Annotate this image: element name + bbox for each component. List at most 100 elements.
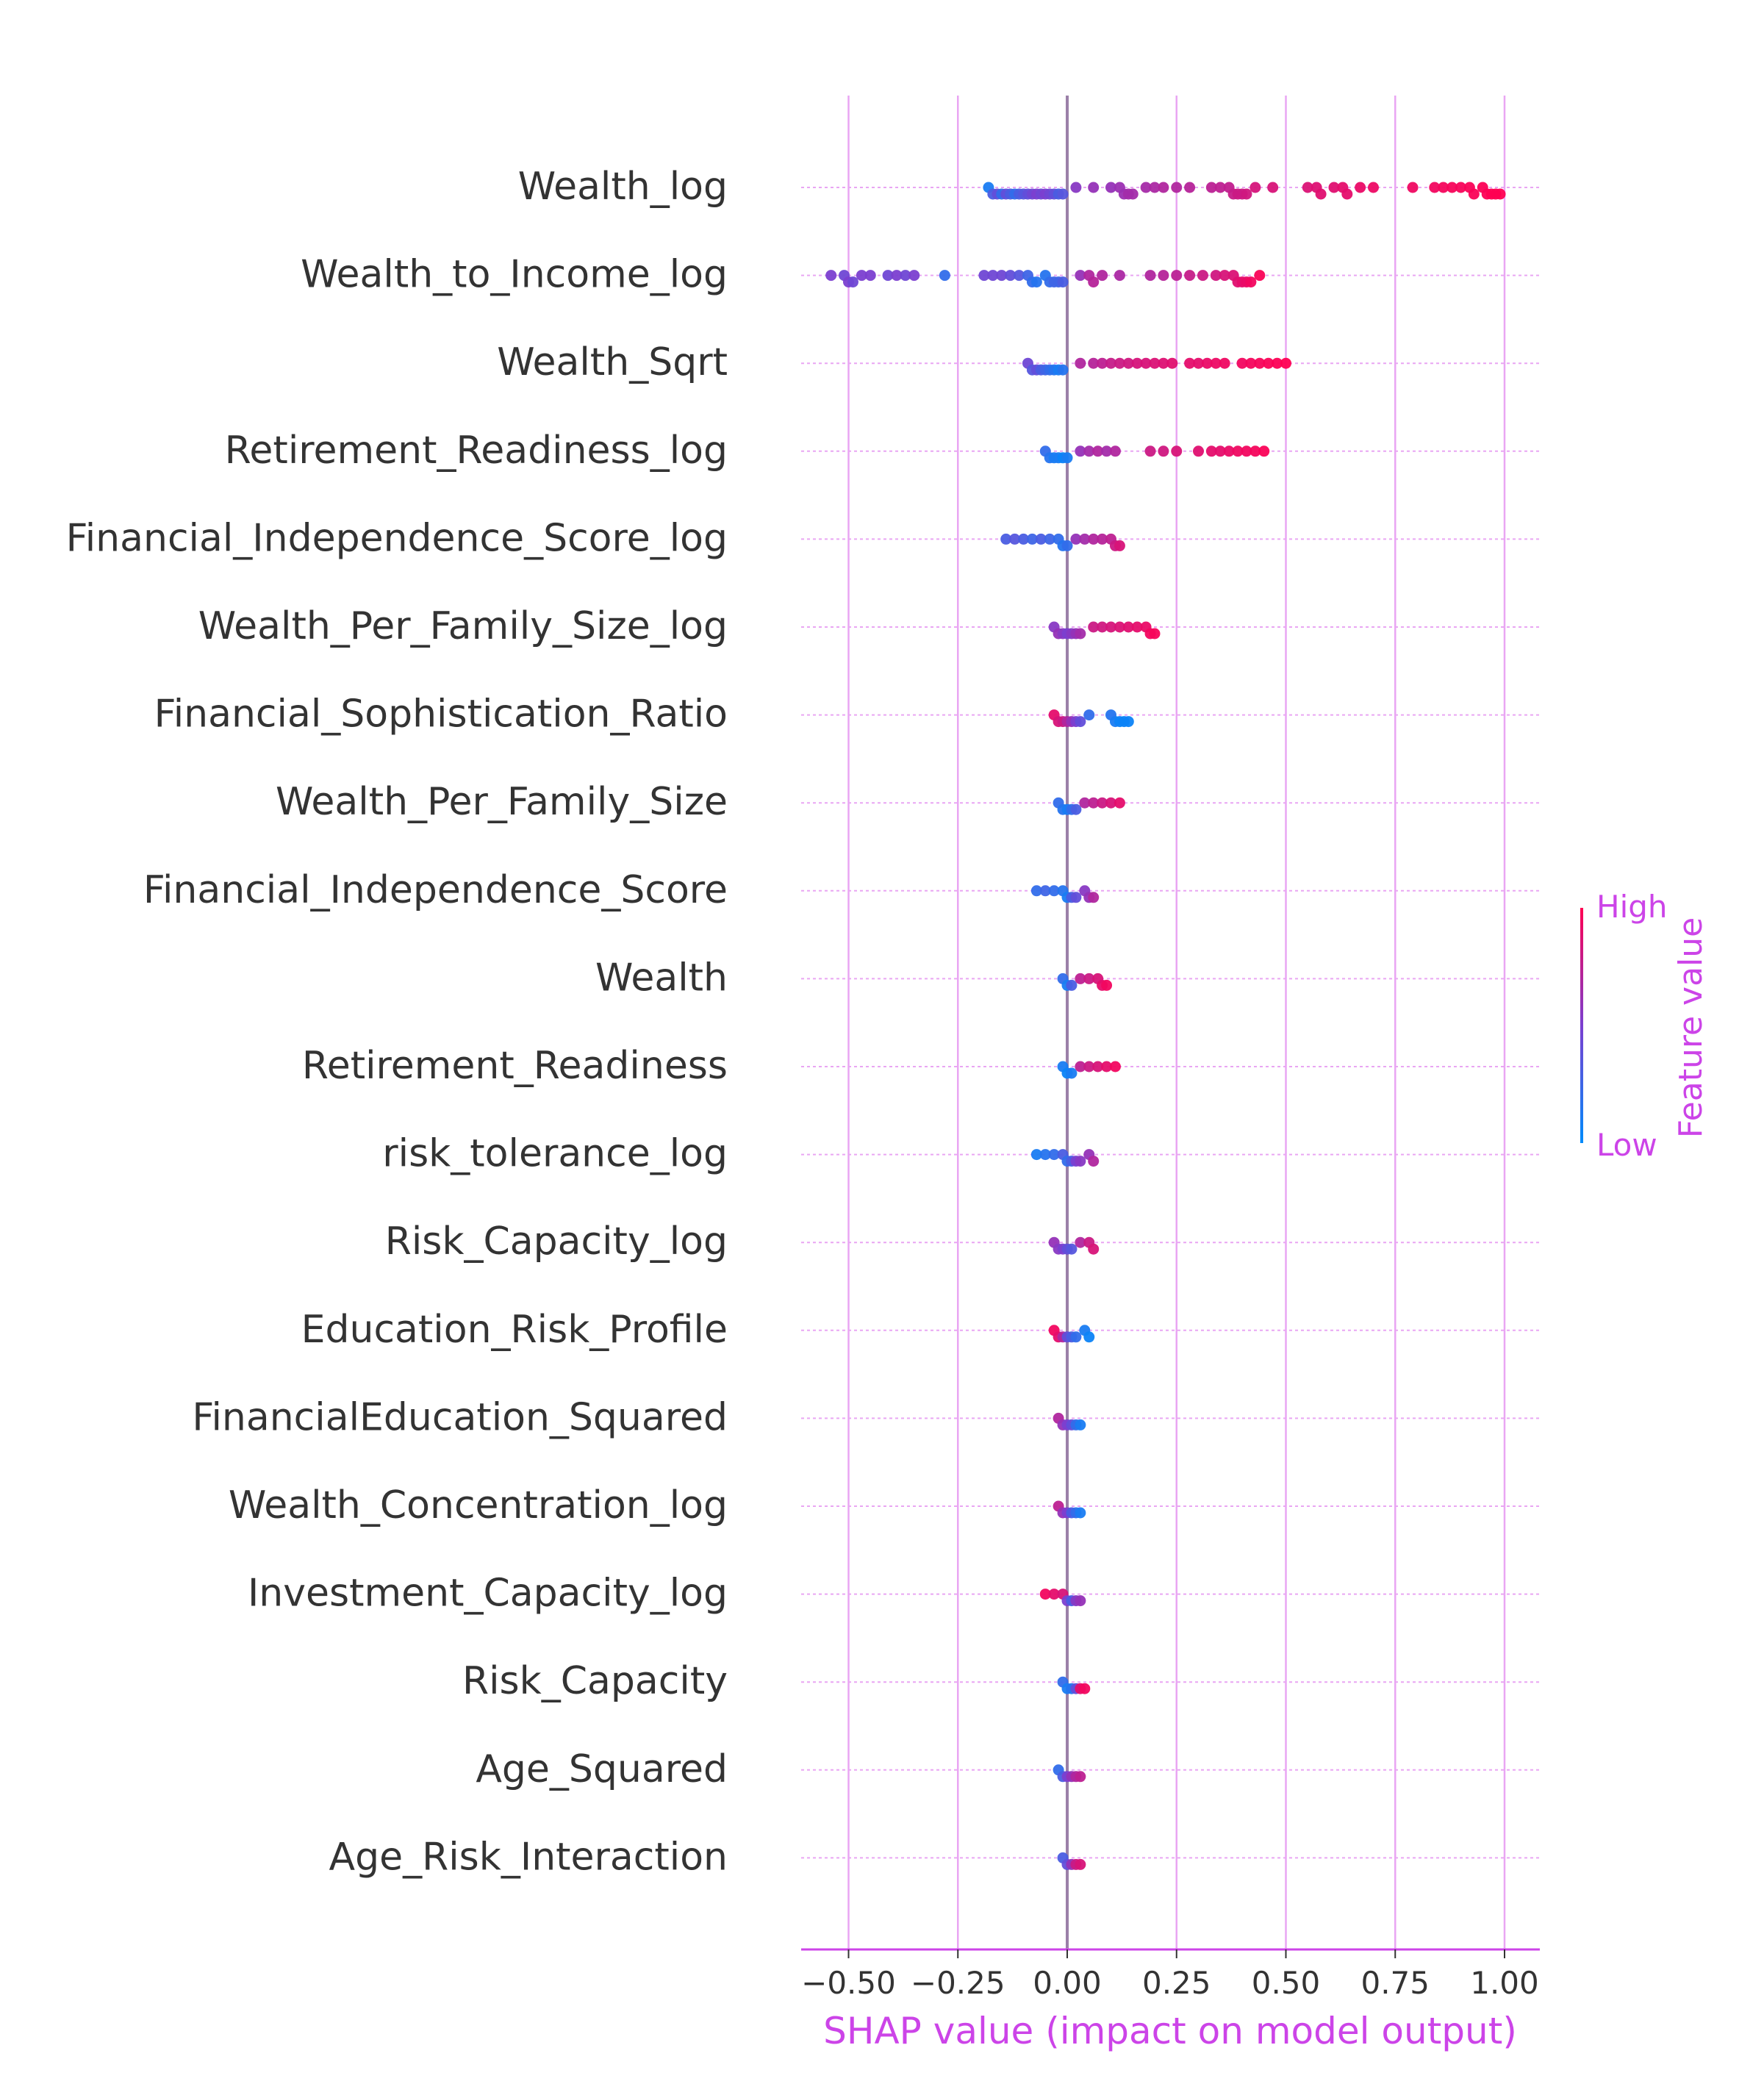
shap-point <box>1075 1595 1086 1607</box>
shap-point <box>1075 1858 1086 1870</box>
shap-point <box>1158 270 1169 282</box>
shap-point <box>1088 892 1100 903</box>
shap-point <box>1075 1061 1086 1072</box>
shap-point <box>1088 1156 1100 1167</box>
shap-point <box>1097 797 1108 809</box>
shap-point <box>1114 540 1125 551</box>
feature-label: FinancialEducation_Squared <box>192 1395 728 1439</box>
feature-label: Risk_Capacity <box>462 1659 728 1703</box>
shap-point <box>1092 445 1104 457</box>
shap-point <box>1184 270 1196 282</box>
shap-point <box>1429 182 1441 193</box>
shap-point <box>1158 182 1169 193</box>
x-tick-label: 0.25 <box>1142 1965 1211 2001</box>
shap-point <box>1048 885 1060 897</box>
feature-label: Age_Squared <box>476 1747 728 1791</box>
shap-point <box>1000 533 1012 545</box>
shap-point <box>1131 621 1143 633</box>
shap-point <box>1250 182 1261 193</box>
shap-point <box>1083 973 1095 984</box>
shap-point <box>1205 182 1217 193</box>
shap-point <box>1088 533 1100 545</box>
shap-point <box>1158 445 1169 457</box>
shap-point <box>1328 182 1340 193</box>
shap-point <box>1407 182 1419 193</box>
shap-point <box>1355 182 1366 193</box>
shap-point <box>1214 445 1226 457</box>
feature-labels: Wealth_log Wealth_to_Income_log Wealth_Sqr… <box>66 165 728 1879</box>
shap-point <box>864 270 876 282</box>
shap-point <box>1166 357 1178 369</box>
shap-point <box>1315 188 1327 200</box>
shap-point <box>882 270 894 282</box>
shap-point <box>1241 445 1252 457</box>
shap-point <box>1302 182 1313 193</box>
shap-point <box>856 270 867 282</box>
shap-point <box>1114 270 1125 282</box>
shap-point <box>1250 445 1261 457</box>
shap-point <box>1158 357 1169 369</box>
shap-point <box>1057 276 1069 288</box>
shap-point <box>1101 979 1113 991</box>
shap-point <box>1044 533 1055 545</box>
shap-point <box>1219 357 1230 369</box>
feature-label: Investment_Capacity_log <box>248 1572 728 1616</box>
feature-label: Financial_Independence_Score <box>143 868 728 912</box>
shap-point <box>1048 1589 1060 1600</box>
shap-point <box>1341 188 1353 200</box>
shap-point <box>1197 270 1208 282</box>
shap-point <box>1075 445 1086 457</box>
shap-point <box>1446 182 1458 193</box>
shap-point <box>1018 533 1029 545</box>
feature-label: Wealth_to_Income_log <box>301 253 728 297</box>
feature-label: Wealth_log <box>518 165 728 209</box>
shap-point <box>1114 357 1125 369</box>
shap-point <box>1140 182 1152 193</box>
shap-point <box>1114 797 1125 809</box>
feature-label: Age_Risk_Interaction <box>329 1835 728 1879</box>
colorbar-high-label: High <box>1596 889 1668 925</box>
shap-point <box>1030 1149 1042 1161</box>
shap-point <box>847 276 858 288</box>
shap-point <box>1075 1771 1086 1783</box>
x-tick-label: −0.50 <box>801 1965 896 2001</box>
shap-point <box>1245 276 1257 288</box>
shap-point <box>1232 445 1244 457</box>
shap-point <box>1171 182 1183 193</box>
colorbar-title: Feature value <box>1672 917 1710 1138</box>
shap-point <box>1101 1061 1113 1072</box>
shap-point <box>1236 357 1248 369</box>
shap-point <box>1263 357 1274 369</box>
shap-point <box>1149 628 1161 640</box>
x-axis: −0.50 −0.25 0.00 0.25 0.50 0.75 1.00 <box>801 1948 1540 2001</box>
shap-point <box>1245 357 1257 369</box>
shap-point <box>1438 182 1449 193</box>
shap-point <box>1140 357 1152 369</box>
shap-point <box>1131 357 1143 369</box>
shap-point <box>1368 182 1379 193</box>
shap-point <box>1097 621 1108 633</box>
shap-point <box>1223 445 1235 457</box>
shap-point <box>1105 182 1116 193</box>
shap-point <box>891 270 903 282</box>
colorbar-legend: High Low Feature value <box>1580 889 1710 1163</box>
feature-label: Risk_Capacity_log <box>385 1220 728 1264</box>
shap-point <box>1057 188 1069 200</box>
shap-point <box>1122 357 1134 369</box>
shap-point <box>1184 182 1196 193</box>
shap-point <box>1075 973 1086 984</box>
shap-point <box>1075 1419 1086 1430</box>
x-tick-label: −0.25 <box>911 1965 1005 2001</box>
shap-point <box>1075 628 1086 640</box>
shap-point <box>1009 533 1021 545</box>
shap-point <box>1005 270 1017 282</box>
shap-point <box>1035 533 1047 545</box>
shap-point <box>1193 445 1204 457</box>
shap-point <box>1061 452 1073 464</box>
shap-point <box>1088 276 1100 288</box>
feature-label: Wealth_Per_Family_Size <box>276 780 728 824</box>
shap-point <box>1258 445 1270 457</box>
shap-point <box>1066 979 1078 991</box>
shap-point <box>1219 270 1230 282</box>
